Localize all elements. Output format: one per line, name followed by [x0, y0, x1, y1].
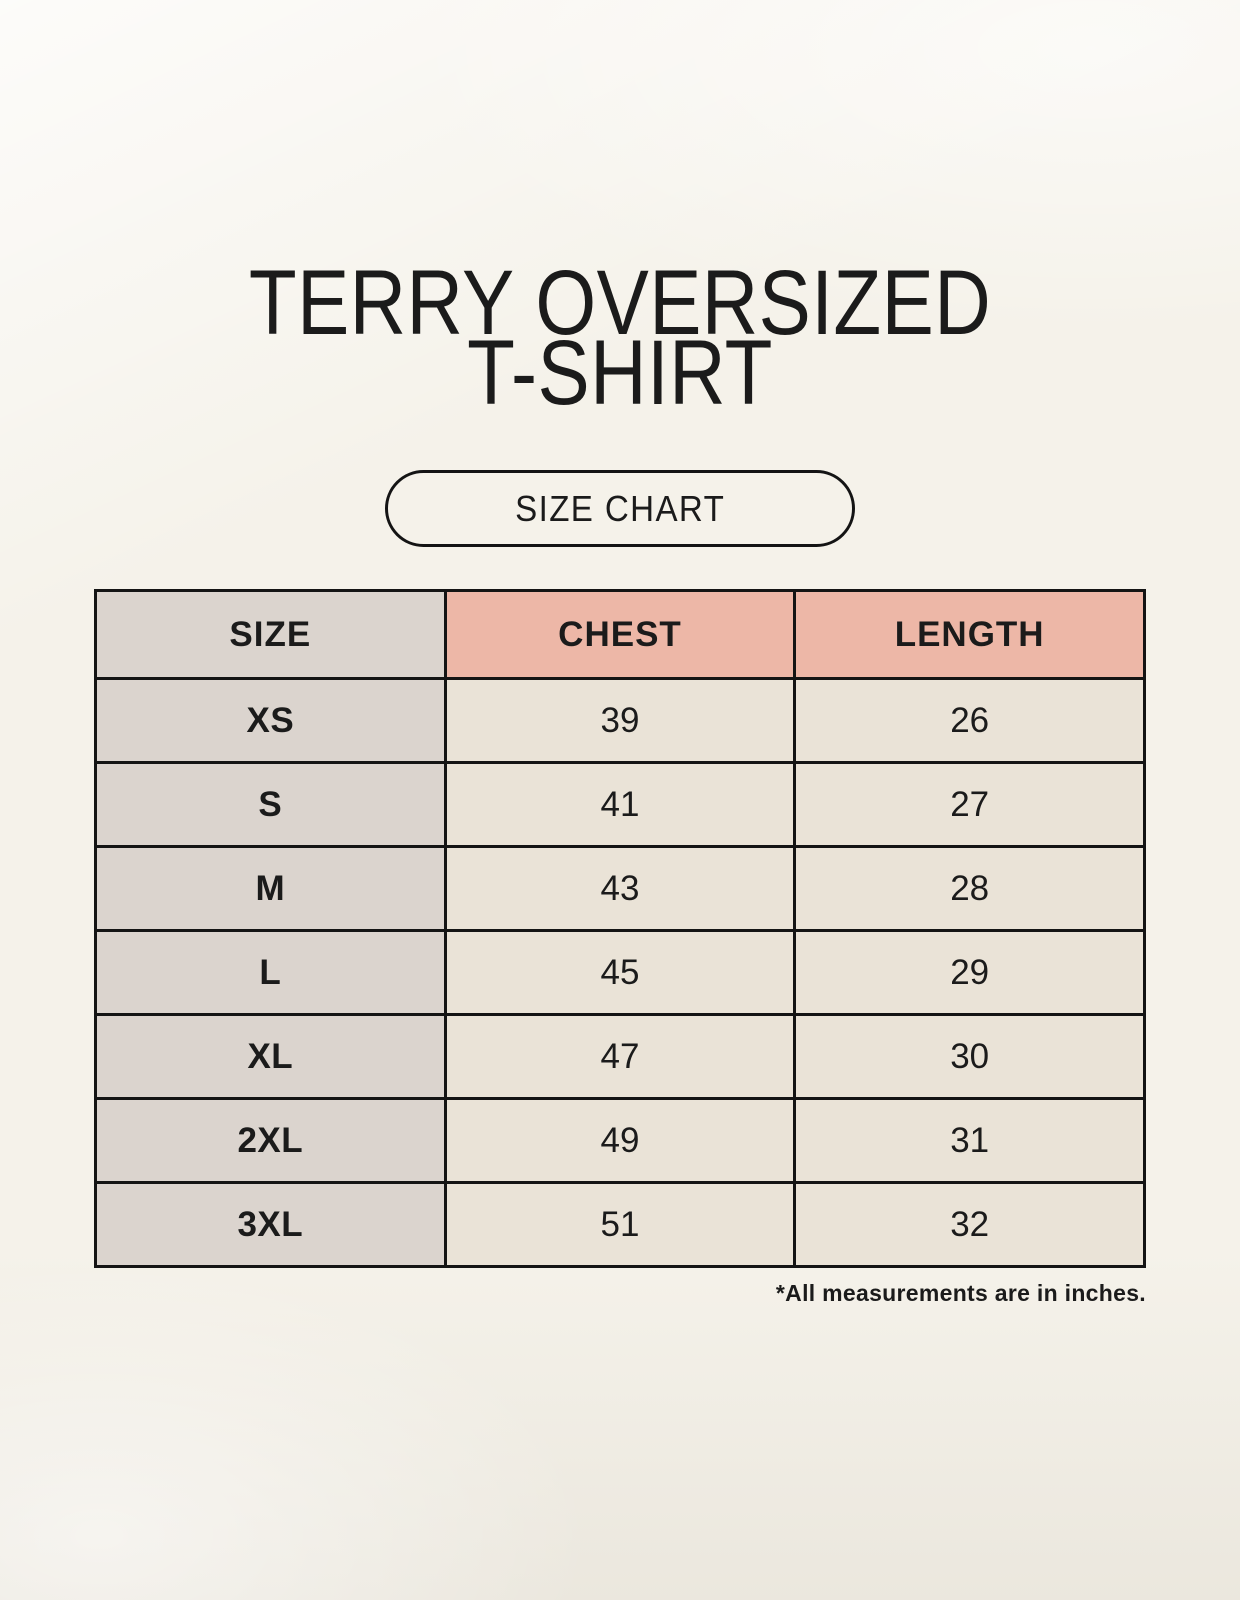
chest-cell: 51 [443, 1181, 797, 1268]
chest-cell: 47 [443, 1013, 797, 1100]
size-table-body: XS 39 26 S 41 27 M 43 28 L 45 29 XL 47 3… [94, 677, 1146, 1268]
chest-cell: 45 [443, 929, 797, 1016]
length-cell: 26 [793, 677, 1146, 764]
table-row: M 43 28 [94, 845, 1146, 932]
column-header-length: LENGTH [793, 589, 1146, 680]
header-row: SIZE CHEST LENGTH [94, 589, 1146, 680]
length-cell: 30 [793, 1013, 1146, 1100]
length-cell: 32 [793, 1181, 1146, 1268]
chest-cell: 43 [443, 845, 797, 932]
table-row: L 45 29 [94, 929, 1146, 1016]
table-row: S 41 27 [94, 761, 1146, 848]
table-row: 2XL 49 31 [94, 1097, 1146, 1184]
size-cell: M [94, 845, 447, 932]
measurements-note: *All measurements are in inches. [775, 1280, 1146, 1306]
length-cell: 27 [793, 761, 1146, 848]
size-table: SIZE CHEST LENGTH XS 39 26 S 41 27 M 43 … [94, 589, 1146, 1268]
column-header-size: SIZE [94, 589, 447, 680]
table-row: XL 47 30 [94, 1013, 1146, 1100]
size-chart-button[interactable]: SIZE CHART [385, 470, 855, 547]
size-table-header: SIZE CHEST LENGTH [94, 589, 1146, 680]
length-cell: 29 [793, 929, 1146, 1016]
table-row: XS 39 26 [94, 677, 1146, 764]
size-cell: 3XL [94, 1181, 447, 1268]
size-cell: 2XL [94, 1097, 447, 1184]
table-row: 3XL 51 32 [94, 1181, 1146, 1268]
chest-cell: 49 [443, 1097, 797, 1184]
chest-cell: 41 [443, 761, 797, 848]
chest-cell: 39 [443, 677, 797, 764]
size-cell: XL [94, 1013, 447, 1100]
size-cell: L [94, 929, 447, 1016]
size-cell: S [94, 761, 447, 848]
page-title: TERRY OVERSIZED T-SHIRT [93, 252, 1147, 424]
column-header-chest: CHEST [443, 589, 797, 680]
length-cell: 28 [793, 845, 1146, 932]
size-chart-button-label: SIZE CHART [514, 487, 726, 529]
page-title-line2: T-SHIRT [467, 322, 773, 424]
size-cell: XS [94, 677, 447, 764]
page-title-line1: TERRY OVERSIZED [248, 252, 992, 354]
length-cell: 31 [793, 1097, 1146, 1184]
